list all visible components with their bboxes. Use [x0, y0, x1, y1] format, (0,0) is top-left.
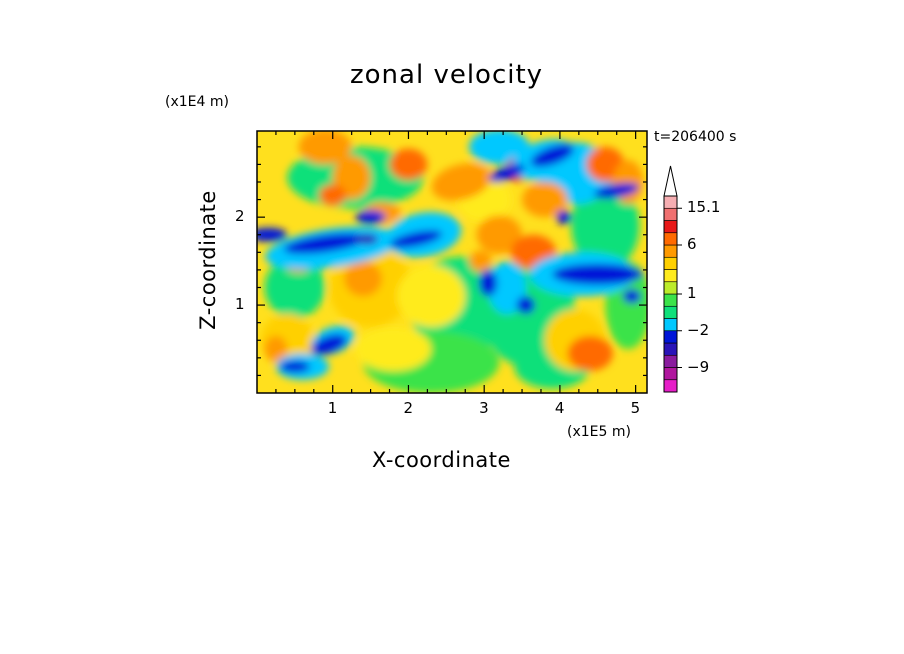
x-tick-label: 4 [554, 399, 565, 417]
colorbar-segment [663, 330, 678, 344]
field-cell [319, 184, 347, 206]
plot-frame [256, 130, 648, 394]
x-tick-label: 1 [327, 399, 338, 417]
colorbar-segment [663, 379, 678, 393]
colorbar-segment [663, 256, 678, 270]
field-cell [488, 163, 525, 183]
x-axis-ticks [275, 131, 637, 393]
field-cell [397, 265, 466, 328]
field-cell [355, 327, 432, 372]
x-unit-label: (x1E5 m) [567, 424, 631, 440]
field-cell [344, 261, 382, 297]
field-cell [389, 148, 428, 181]
colorbar-segment [663, 281, 678, 295]
field-cell [567, 335, 613, 372]
field-cell [310, 334, 347, 356]
y-tick-label: 2 [235, 207, 245, 226]
colorbar-extend-arrow [663, 165, 678, 197]
colorbar-segment [663, 367, 678, 381]
y-axis-ticks [257, 146, 647, 377]
x-tick-label: 5 [630, 399, 641, 417]
field-cell [390, 230, 442, 248]
field-cell [283, 233, 367, 254]
field-cell [530, 144, 574, 167]
colorbar-segment [663, 293, 678, 307]
contour-field [257, 131, 647, 393]
colorbar-tick-label: 6 [687, 235, 697, 253]
colorbar [663, 165, 682, 393]
field-cell [279, 360, 311, 373]
x-axis-title: X-coordinate [372, 448, 511, 472]
field-cell [487, 261, 526, 314]
field-cell [257, 227, 288, 242]
colorbar-segment [663, 318, 678, 332]
y-unit-label: (x1E4 m) [165, 94, 229, 110]
field-cell [355, 233, 379, 245]
colorbar-segment [663, 195, 678, 209]
field-cell [571, 181, 640, 270]
colorbar-segment [663, 220, 678, 234]
field-cell [556, 210, 572, 225]
y-tick-label: 1 [235, 295, 245, 314]
field-cell [298, 131, 352, 165]
field-cell [355, 210, 386, 225]
colorbar-segment [663, 232, 678, 246]
colorbar-segment [663, 342, 678, 356]
colorbar-tick-label: −9 [687, 357, 710, 376]
field-cell [478, 269, 498, 297]
field-cell [264, 256, 326, 319]
colorbar-tick-label: −2 [687, 320, 710, 339]
colorbar-segment [663, 305, 678, 319]
colorbar-segment [663, 207, 678, 221]
colorbar-segment [663, 354, 678, 368]
field-cell [469, 250, 492, 272]
time-label: t=206400 s [654, 129, 737, 145]
x-tick-label: 3 [479, 399, 489, 417]
colorbar-tick-label: 1 [687, 284, 697, 302]
chart-title: zonal velocity [350, 60, 544, 90]
field-cell [594, 182, 640, 199]
field-cell [622, 289, 641, 304]
y-axis-title: Z-coordinate [196, 190, 220, 330]
field-cell [552, 263, 644, 285]
field-cell [476, 215, 523, 255]
field-cell [431, 163, 492, 201]
field-cell [264, 335, 288, 363]
field-cell [522, 181, 568, 218]
colorbar-segment [663, 269, 678, 283]
colorbar-segment [663, 244, 678, 258]
field-cell [469, 131, 530, 165]
field-cell [516, 296, 535, 314]
colorbar-tick-label: 15.1 [687, 198, 721, 217]
x-tick-label: 2 [403, 399, 413, 417]
